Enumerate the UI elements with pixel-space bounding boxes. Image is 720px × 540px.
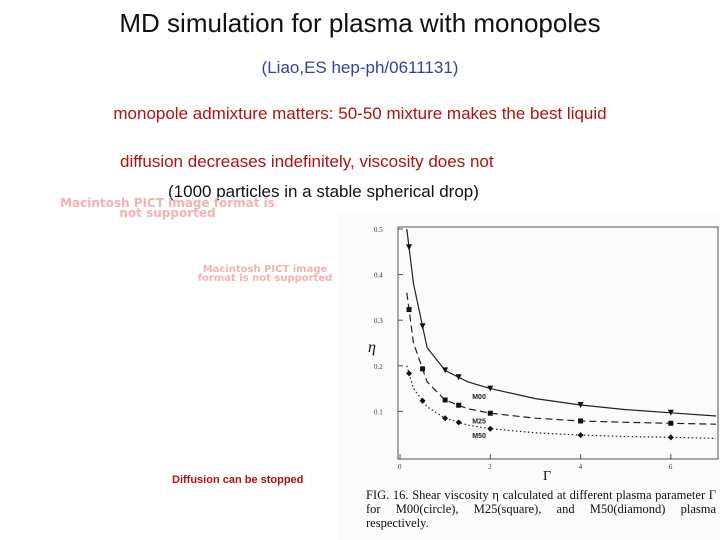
point-m00 bbox=[667, 409, 674, 416]
point-m25 bbox=[668, 420, 674, 426]
point-m00 bbox=[577, 402, 584, 409]
point-m50 bbox=[487, 425, 494, 432]
x-tick-label: 0 bbox=[398, 463, 402, 471]
y-tick-label: 0.2 bbox=[374, 363, 383, 371]
point-m50 bbox=[442, 415, 449, 422]
point-m00 bbox=[455, 374, 462, 381]
bullet-diffusion: diffusion decreases indefinitely, viscos… bbox=[120, 152, 494, 171]
point-m25 bbox=[578, 418, 584, 424]
point-m00 bbox=[487, 385, 494, 392]
plot-layer: 0.1 0.2 0.3 0.4 0.5 0 2 4 6 M00 M25 M50 bbox=[374, 226, 717, 471]
bullet-monopole-admixture: monopole admixture matters: 50-50 mixtur… bbox=[113, 104, 607, 123]
series-label-m00: M00 bbox=[472, 394, 486, 401]
slide-title: MD simulation for plasma with monopoles bbox=[119, 8, 601, 38]
point-m50 bbox=[667, 434, 674, 441]
y-tick-label: 0.5 bbox=[374, 226, 383, 234]
point-m50 bbox=[406, 370, 413, 377]
viscosity-figure: 0.1 0.2 0.3 0.4 0.5 0 2 4 6 M00 M25 M50 η Γ bbox=[338, 212, 720, 540]
point-m25 bbox=[442, 397, 448, 403]
x-tick-label: 6 bbox=[669, 463, 673, 471]
x-axis-label: Γ bbox=[543, 469, 551, 484]
y-axis-label: η bbox=[368, 339, 376, 356]
figure-caption: FIG. 16. Shear viscosity η calculated at… bbox=[366, 488, 716, 530]
point-m25 bbox=[406, 307, 412, 313]
bullet-particles: (1000 particles in a stable spherical dr… bbox=[168, 182, 479, 201]
point-m50 bbox=[419, 397, 426, 404]
x-tick-label: 2 bbox=[488, 463, 492, 471]
series-line-m50 bbox=[406, 365, 717, 439]
pict-unsupported-notice: Macintosh PICT image format is not suppo… bbox=[60, 196, 275, 220]
point-m50 bbox=[577, 432, 584, 439]
slide-subtitle: (Liao,ES hep-ph/0611131) bbox=[261, 58, 459, 77]
series-label-m50: M50 bbox=[472, 433, 486, 440]
diffusion-note: Diffusion can be stopped bbox=[172, 474, 304, 486]
point-m00 bbox=[419, 323, 426, 330]
point-m00 bbox=[406, 244, 413, 251]
figure-background bbox=[338, 212, 720, 540]
y-tick-label: 0.4 bbox=[374, 272, 383, 280]
y-tick-label: 0.3 bbox=[374, 317, 383, 325]
point-m50 bbox=[455, 419, 462, 426]
plot-frame bbox=[397, 226, 719, 460]
point-m25 bbox=[456, 402, 462, 408]
x-tick-label: 4 bbox=[579, 463, 583, 471]
series-label-m25: M25 bbox=[472, 419, 486, 426]
point-m00 bbox=[442, 367, 449, 374]
point-m25 bbox=[420, 366, 426, 372]
y-tick-label: 0.1 bbox=[374, 408, 383, 416]
point-m25 bbox=[487, 410, 493, 416]
pict-unsupported-notice-small: Macintosh PICT image format is not suppo… bbox=[197, 264, 333, 284]
